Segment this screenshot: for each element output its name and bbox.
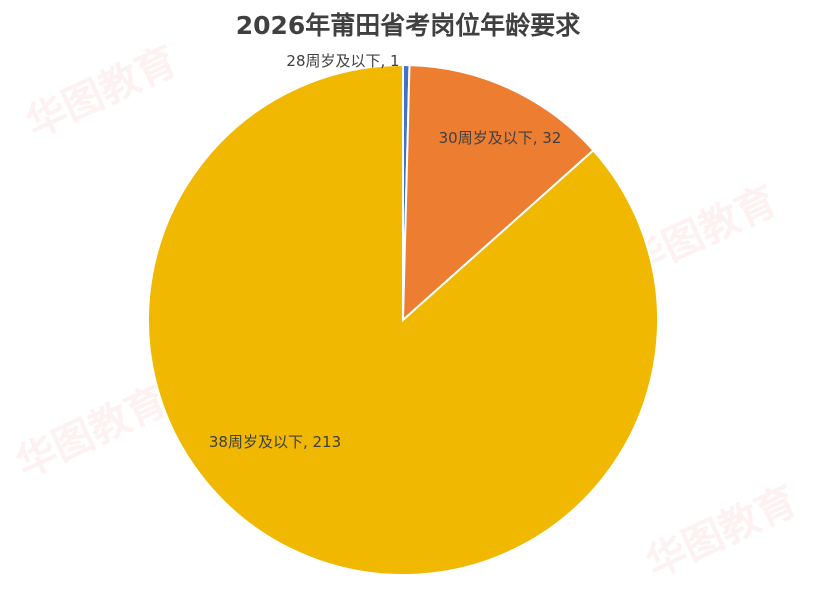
data-label-1: 30周岁及以下, 32 [439, 129, 562, 147]
pie-slice-2 [147, 63, 659, 576]
data-label-0: 28周岁及以下, 1 [286, 52, 399, 70]
data-label-2: 38周岁及以下, 213 [209, 433, 341, 451]
chart-title: 2026年莆田省考岗位年龄要求 [235, 11, 581, 40]
pie-slice-1 [401, 64, 595, 323]
